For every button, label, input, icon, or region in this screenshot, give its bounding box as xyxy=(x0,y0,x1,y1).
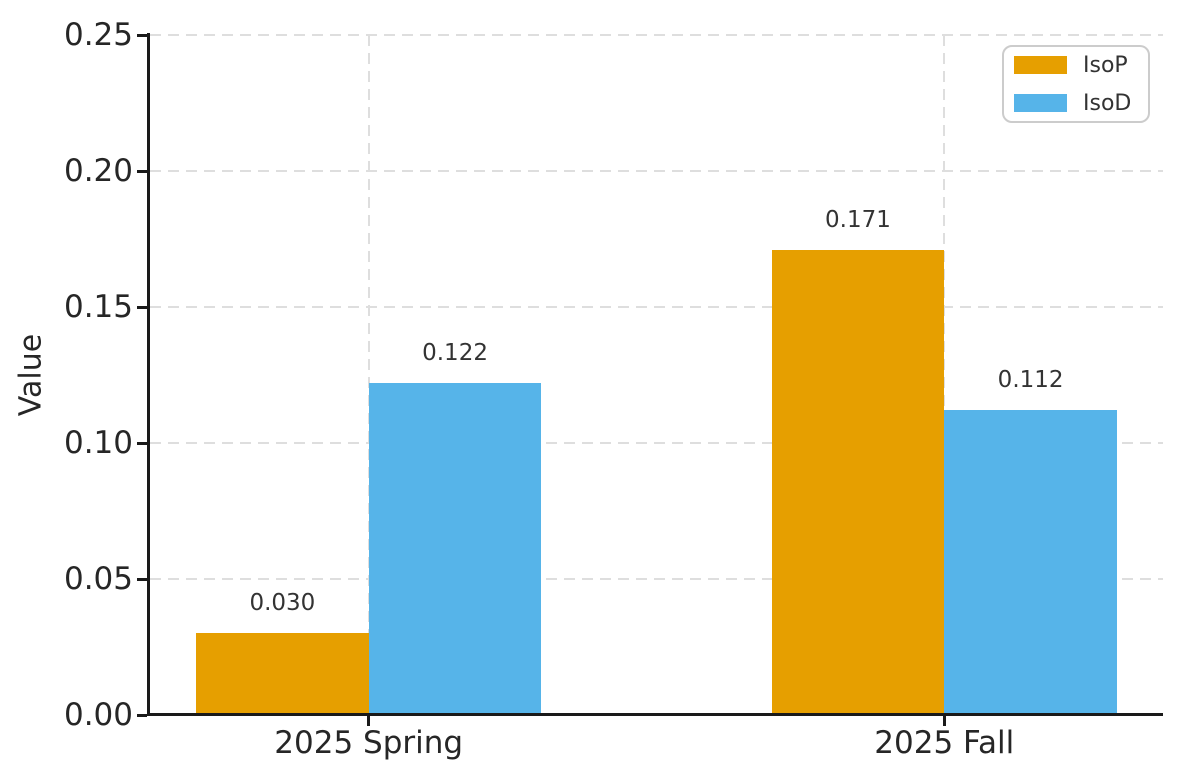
legend-entry-isod: IsoD xyxy=(1014,91,1148,116)
y-tick-mark-0-05 xyxy=(137,577,147,581)
x-tick-label-2025-spring: 2025 Spring xyxy=(274,725,464,761)
value-label-isop-2025-fall: 0.171 xyxy=(825,206,891,233)
legend-label-isod: IsoD xyxy=(1083,90,1132,116)
y-tick-mark-0-20 xyxy=(137,169,147,173)
h-gridline-0-15 xyxy=(150,306,1163,308)
y-tick-label-0-20: 0.20 xyxy=(63,153,133,189)
value-label-isop-2025-spring: 0.030 xyxy=(249,590,316,617)
v-gridline-2025-spring xyxy=(367,35,370,715)
x-tick-mark-2025-fall xyxy=(942,716,946,726)
y-tick-label-0-25: 0.25 xyxy=(63,17,133,53)
bar-isop-2025-fall xyxy=(771,249,945,715)
y-axis-line xyxy=(147,33,150,716)
plot-area: 0.030 0.122 0.171 0.112 xyxy=(150,34,1163,715)
value-label-isod-2025-spring: 0.122 xyxy=(422,340,488,367)
y-tick-mark-0-10 xyxy=(137,441,147,445)
y-tick-label-0-10: 0.10 xyxy=(63,425,133,461)
h-gridline-0-05 xyxy=(150,578,1163,580)
legend-swatch-isop xyxy=(1014,56,1067,74)
y-tick-label-0-15: 0.15 xyxy=(63,289,133,325)
y-tick-mark-0-00 xyxy=(137,713,147,717)
bar-isop-2025-spring xyxy=(196,633,369,715)
h-gridline-0-1 xyxy=(150,442,1163,444)
x-tick-label-2025-fall: 2025 Fall xyxy=(874,725,1015,761)
y-tick-label-0-00: 0.00 xyxy=(63,697,133,733)
legend-label-isop: IsoP xyxy=(1083,52,1128,78)
h-gridline-0-2 xyxy=(150,170,1163,172)
legend-entry-isop: IsoP xyxy=(1014,53,1148,78)
legend-swatch-isod xyxy=(1014,94,1067,112)
y-tick-label-0-05: 0.05 xyxy=(63,561,133,597)
value-label-isod-2025-fall: 0.112 xyxy=(997,367,1064,394)
y-axis-title: Value xyxy=(13,333,49,417)
legend: IsoP IsoD xyxy=(1002,45,1150,123)
x-tick-mark-2025-spring xyxy=(367,716,371,726)
y-tick-mark-0-15 xyxy=(137,305,147,309)
h-gridline-0-25 xyxy=(150,34,1163,36)
x-axis-line xyxy=(147,713,1163,716)
y-tick-mark-0-25 xyxy=(137,33,147,37)
v-gridline-2025-fall xyxy=(943,35,946,715)
bar-isod-2025-spring xyxy=(368,383,542,715)
bar-isod-2025-fall xyxy=(944,410,1117,715)
